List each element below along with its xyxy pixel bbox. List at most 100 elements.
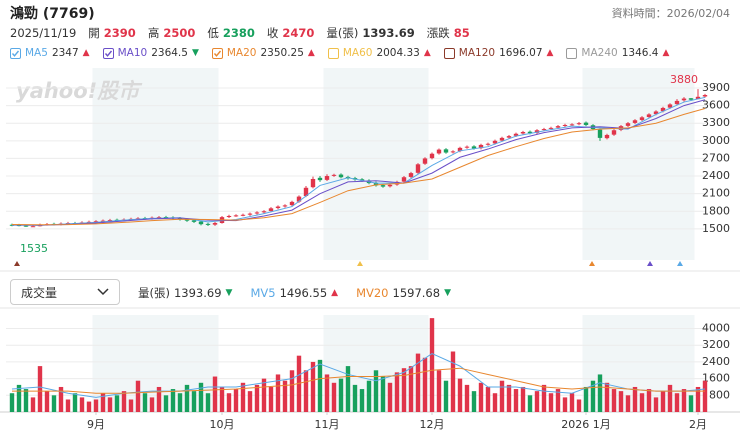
legend-checkbox[interactable] — [566, 47, 578, 59]
candle-body — [597, 129, 603, 138]
volume-bar — [604, 382, 610, 412]
candle-body — [667, 104, 673, 108]
x-tick-label: 10月 — [210, 418, 235, 431]
legend-name: MA10 — [117, 47, 148, 59]
candle-body — [184, 219, 190, 221]
y-tick-label: 3600 — [702, 99, 730, 112]
volume-bar — [373, 370, 379, 412]
legend-checkbox[interactable] — [211, 47, 223, 59]
quote-label: 高 — [147, 26, 160, 40]
candle-body — [387, 184, 393, 187]
y-tick-label: 3300 — [702, 116, 730, 129]
candle-body — [296, 196, 302, 202]
legend-trend: ▲ — [82, 48, 90, 58]
volume-bar — [583, 386, 589, 412]
volume-bar — [37, 366, 43, 412]
volume-bar — [471, 391, 477, 412]
candle-body — [660, 107, 666, 112]
candle-body — [282, 205, 288, 207]
volume-bar — [331, 382, 337, 412]
legend-item: MV20 1597.68 ▼ — [356, 286, 451, 300]
candle-body — [338, 174, 344, 178]
volume-bar — [317, 359, 323, 412]
legend-checkbox[interactable] — [102, 47, 114, 59]
month-band — [92, 315, 219, 412]
candle-body — [548, 127, 554, 129]
candle-body — [93, 221, 99, 223]
quote-label: 收 — [266, 26, 279, 40]
volume-bar — [142, 393, 148, 412]
volume-bar — [590, 380, 596, 412]
legend-value: 2004.33 — [376, 47, 420, 59]
quote-item: 開 2390 — [88, 25, 136, 41]
legend-item: MA10 2364.5 ▼ — [102, 47, 199, 59]
ma-line — [11, 108, 706, 226]
legend-trend: ▼ — [444, 288, 451, 298]
candle-body — [513, 133, 519, 136]
volume-bar — [506, 384, 512, 412]
volume-bar — [247, 391, 253, 412]
dropdown-label: 成交量 — [21, 285, 58, 300]
y-tick-label: 1600 — [702, 372, 730, 385]
month-band — [92, 68, 219, 260]
volume-bar — [16, 384, 22, 412]
legend-checkbox[interactable] — [10, 47, 21, 59]
legend-name: 量(張) — [138, 286, 170, 300]
volume-bar — [282, 380, 288, 412]
candle-body — [450, 151, 456, 153]
volume-bar — [415, 353, 421, 412]
legend-value: 1496.55 — [279, 286, 328, 300]
candle-body — [373, 182, 379, 186]
legend-trend: ▲ — [662, 48, 670, 58]
volume-bar — [198, 382, 204, 412]
volume-bar — [324, 374, 330, 412]
volume-bar — [611, 389, 617, 412]
indicator-dropdown[interactable]: 成交量 — [10, 279, 120, 305]
legend-name: MV20 — [356, 286, 389, 300]
mv-line — [12, 367, 705, 394]
volume-bar — [548, 393, 554, 412]
legend-value: 2350.25 — [260, 47, 304, 59]
candle-body — [555, 126, 561, 128]
candle-body — [611, 130, 617, 135]
legend-item: MA5 2347 ▲ — [10, 47, 90, 59]
quote-item: 收 2470 — [267, 25, 315, 41]
volume-bar — [240, 382, 246, 412]
signal-marker — [677, 261, 683, 266]
legend-checkbox[interactable] — [327, 47, 339, 59]
quote-item: 量(張) 1393.69 — [326, 25, 414, 41]
volume-bar — [429, 318, 435, 412]
candle-body — [604, 134, 610, 139]
volume-bar — [702, 380, 708, 412]
y-tick-label: 3200 — [702, 338, 730, 351]
candle-body — [576, 123, 582, 125]
legend-item: 量(張) 1393.69 ▼ — [138, 285, 232, 301]
candle-body — [212, 223, 218, 225]
quote-date: 2025/11/19 — [10, 26, 77, 40]
volume-bar — [156, 386, 162, 412]
volume-bar — [695, 386, 701, 412]
y-tick-label: 3900 — [702, 81, 730, 94]
volume-bar — [688, 395, 694, 412]
volume-bar — [632, 386, 638, 412]
candle-body — [520, 132, 526, 134]
candle-body — [583, 122, 589, 125]
candle-body — [695, 96, 701, 100]
volume-bar — [499, 380, 505, 412]
candle-body — [226, 215, 232, 218]
legend-name: MA20 — [226, 47, 257, 59]
x-tick-label: 9月 — [87, 418, 105, 431]
volume-bar — [667, 384, 673, 412]
candle-body — [30, 226, 36, 228]
quote-item: 低 2380 — [207, 25, 255, 41]
volume-bar — [394, 372, 400, 412]
volume-bar — [149, 397, 155, 412]
candle-body — [198, 221, 204, 225]
legend-checkbox[interactable] — [443, 47, 455, 59]
candle-body — [492, 140, 498, 144]
y-tick-label: 800 — [709, 388, 730, 401]
volume-bar — [310, 361, 316, 412]
candle-body — [415, 164, 421, 173]
candle-body — [324, 176, 330, 180]
volume-bar — [100, 393, 106, 412]
